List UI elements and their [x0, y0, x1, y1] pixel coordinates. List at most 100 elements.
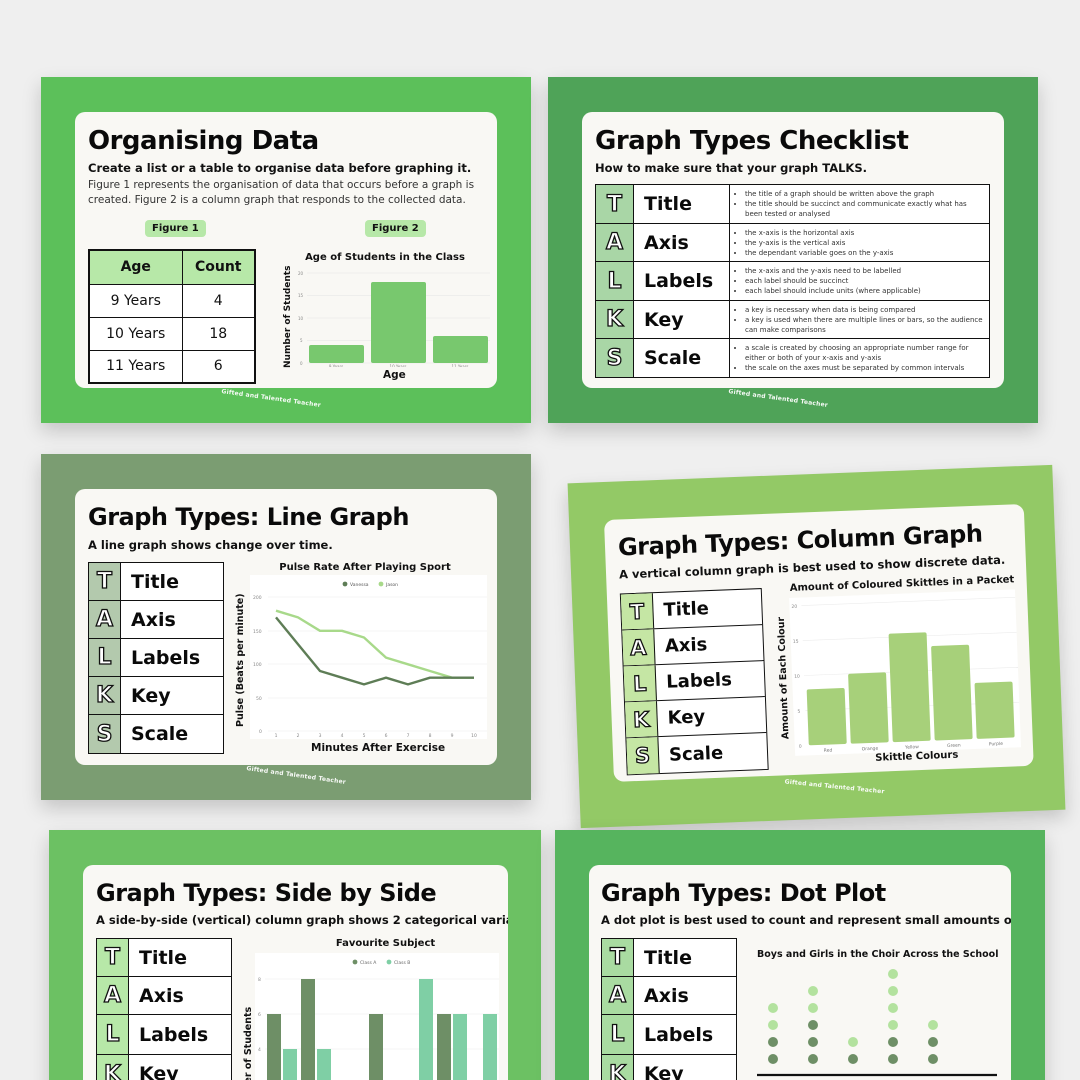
talks-row: A Axis [602, 977, 736, 1015]
letter-k-icon: K [596, 301, 634, 338]
svg-text:8: 8 [258, 977, 261, 983]
talks-word: Labels [644, 270, 714, 292]
talks-word: Labels [665, 669, 733, 693]
chart-title: Favourite Subject [335, 938, 436, 949]
svg-text:15: 15 [298, 293, 304, 298]
letter-l-icon: L [602, 1015, 634, 1054]
letter-s-icon: S [89, 715, 121, 753]
svg-text:6: 6 [385, 733, 388, 739]
card-title: Graph Types Checklist [595, 126, 909, 156]
svg-text:8: 8 [429, 733, 432, 739]
svg-text:Class B: Class B [394, 960, 410, 966]
table-cell: 9 Years [88, 283, 183, 318]
card-title: Graph Types: Line Graph [88, 503, 409, 531]
card-title: Graph Types: Side by Side [96, 879, 437, 907]
chart-title: Age of Students in the Class [305, 252, 465, 263]
talks-row: L Labels [97, 1015, 231, 1055]
talks-description: a scale is created by choosing an approp… [729, 339, 989, 377]
talks-row: T Title [602, 939, 736, 977]
card-line-graph[interactable]: Graph Types: Line Graph A line graph sho… [41, 454, 531, 800]
letter-a-icon: A [602, 977, 634, 1014]
card-title: Graph Types: Dot Plot [601, 879, 886, 907]
x-axis-label: Age [383, 369, 406, 381]
talks-description: the title of a graph should be written a… [729, 185, 989, 223]
brand-logo: Gifted and Talented Teacher [784, 778, 885, 796]
letter-l-icon: L [623, 665, 657, 702]
talks-table: T Title A Axis L Labels K Key S Scale [88, 562, 224, 754]
talks-row: L Labels [623, 661, 765, 703]
card-dot-plot[interactable]: Graph Types: Dot Plot A dot plot is best… [555, 830, 1045, 1080]
talks-word: Key [131, 684, 171, 707]
svg-text:2: 2 [297, 733, 300, 739]
card-panel: Graph Types Checklist How to make sure t… [582, 112, 1004, 388]
card-side-by-side[interactable]: Graph Types: Side by Side A side-by-side… [49, 830, 541, 1080]
y-axis-label: Number of Students [243, 1006, 254, 1080]
svg-text:7: 7 [407, 733, 410, 739]
talks-word: Labels [644, 1023, 714, 1046]
letter-a-icon: A [596, 224, 634, 261]
skittles-column-chart: 20 15 10 5 0 Red Orange Yellow Green Purple [789, 589, 1022, 756]
svg-text:50: 50 [256, 696, 262, 702]
svg-text:0: 0 [259, 729, 262, 735]
svg-text:20: 20 [791, 604, 797, 610]
svg-text:10: 10 [298, 316, 304, 321]
table-cell: 4 [181, 283, 256, 318]
talks-word: Labels [139, 1023, 209, 1046]
talks-row: K Key [625, 697, 767, 739]
talks-row: K Key [97, 1055, 231, 1080]
table-cell: 11 Years [88, 349, 183, 384]
card-panel: Organising Data Create a list or a table… [75, 112, 497, 388]
talks-word: Key [667, 706, 706, 729]
svg-text:10 Years: 10 Years [390, 364, 407, 367]
talks-description: the x-axis and the y-axis need to be lab… [729, 262, 989, 300]
svg-text:0: 0 [799, 744, 802, 750]
svg-text:4: 4 [258, 1047, 261, 1053]
svg-text:Red: Red [824, 747, 833, 753]
talks-word: Key [139, 1063, 179, 1080]
brand-logo: Gifted and Talented Teacher [221, 388, 322, 409]
talks-word: Title [131, 570, 179, 593]
x-axis-label: Minutes After Exercise [311, 742, 446, 754]
talks-row: A Axis [97, 977, 231, 1015]
letter-k-icon: K [97, 1055, 129, 1080]
svg-text:9: 9 [451, 733, 454, 739]
talks-word: Scale [668, 742, 724, 766]
choir-dot-plot [757, 969, 997, 1077]
card-graph-types-checklist[interactable]: Graph Types Checklist How to make sure t… [548, 77, 1038, 423]
table-cell: 10 Years [88, 316, 183, 351]
card-organising-data[interactable]: Organising Data Create a list or a table… [41, 77, 531, 423]
letter-s-icon: S [626, 737, 660, 775]
letter-k-icon: K [602, 1055, 634, 1080]
chart-title: Boys and Girls in the Choir Across the S… [757, 949, 999, 960]
letter-s-icon: S [596, 339, 634, 377]
letter-t-icon: T [89, 563, 121, 600]
talks-word: Title [644, 193, 692, 215]
svg-text:0: 0 [300, 361, 303, 366]
talks-word: Axis [644, 231, 689, 254]
svg-text:Purple: Purple [989, 741, 1004, 748]
y-axis-label: Number of Students [283, 265, 293, 368]
letter-t-icon: T [97, 939, 129, 976]
talks-word: Key [644, 1063, 684, 1080]
talks-checklist-table: T Title the title of a graph should be w… [595, 184, 990, 378]
talks-row-scale: S Scale a scale is created by choosing a… [596, 339, 989, 377]
talks-table: T Title A Axis L Labels K Key [601, 938, 737, 1080]
y-axis-label: Pulse (Beats per minute) [235, 593, 246, 727]
svg-text:200: 200 [253, 595, 262, 601]
talks-row: T Title [97, 939, 231, 977]
talks-table: T Title A Axis L Labels K Key S Scale [619, 588, 769, 776]
talks-row-title: T Title the title of a graph should be w… [596, 185, 989, 224]
card-panel: Graph Types: Side by Side A side-by-side… [83, 865, 508, 1080]
talks-row: A Axis [622, 625, 764, 667]
talks-word: Title [139, 946, 187, 969]
letter-a-icon: A [89, 601, 121, 638]
letter-t-icon: T [602, 939, 634, 976]
letter-l-icon: L [97, 1015, 129, 1054]
svg-text:Green: Green [947, 743, 961, 750]
card-column-graph[interactable]: Graph Types: Column Graph A vertical col… [567, 464, 1066, 829]
card-subtitle: How to make sure that your graph TALKS. [595, 161, 867, 175]
favourite-subject-chart: Class A Class B 8642 [255, 953, 499, 1080]
table-cell: 6 [181, 349, 256, 384]
talks-row-axis: A Axis the x-axis is the horizontal axis… [596, 224, 989, 262]
card-subtitle: A dot plot is best used to count and rep… [601, 913, 1011, 927]
